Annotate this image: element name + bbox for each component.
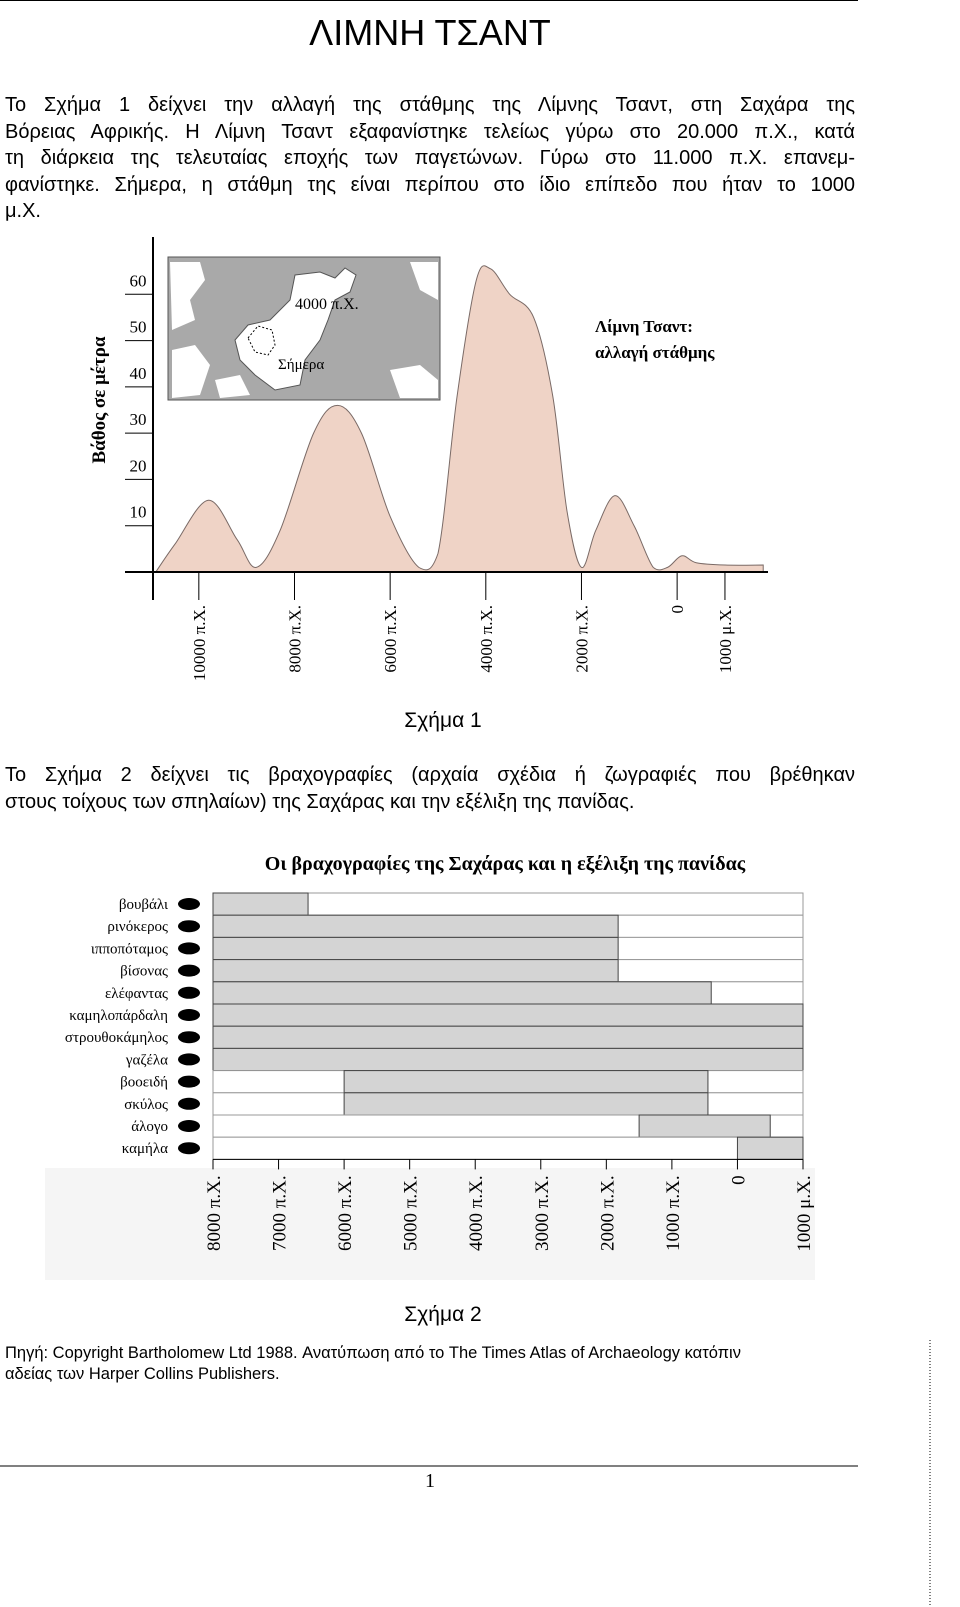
lake-outline [234, 267, 357, 391]
y-tick-label: 20 [130, 456, 147, 475]
range-bar [343, 1070, 709, 1094]
y-tick-label: 10 [130, 503, 147, 522]
paragraph: Το Σχήμα 2 δείχνει τις βραχογραφίες (αρχ… [5, 762, 855, 815]
page-number: 1 [425, 1470, 435, 1492]
range-bar [212, 936, 619, 961]
x-tick-label: 5000 π.Χ. [401, 1175, 422, 1251]
category-label: ιπποπόταμος [91, 941, 168, 957]
animal-icon [178, 1031, 200, 1044]
inset-label: Σήμερα [278, 357, 324, 373]
category-label: άλογο [131, 1119, 168, 1135]
paragraph: Το Σχήμα 1 δείχνει την αλλαγή της στάθμη… [5, 92, 855, 225]
figure-caption: Σχήμα 2 [404, 1303, 482, 1326]
range-bar [212, 981, 712, 1005]
x-tick-label: 2000 π.Χ. [572, 605, 591, 673]
figure-2: Οι βραχογραφίες της Σαχάρας και η εξέλιξ… [45, 853, 815, 1280]
x-tick-label: 8000 π.Χ. [285, 605, 304, 673]
figure-caption: Σχήμα 1 [404, 709, 482, 732]
range-bar [212, 1025, 804, 1049]
category-label: καμήλα [122, 1141, 168, 1157]
x-tick-label: 10000 π.Χ. [190, 605, 209, 681]
category-label: σκύλος [124, 1097, 168, 1113]
category-label: καμηλοπάρδαλη [69, 1008, 168, 1024]
paragraph-line: τη διάρκεια της τελευταίας εποχής των πα… [5, 147, 855, 169]
annotation: αλλαγή στάθμης [595, 343, 715, 362]
animal-icon [178, 1120, 200, 1132]
paragraph-line: Βόρειας Αφρικής. Η Λίμνη Τσαντ εξαφανίστ… [5, 120, 855, 143]
animal-icon [178, 964, 200, 977]
range-bar [212, 1047, 804, 1072]
range-bar [736, 1136, 804, 1160]
y-axis-label: Βάθος σε μέτρα [89, 336, 110, 463]
row-frame [212, 1136, 804, 1160]
x-tick-label: 1000 μ.Χ. [794, 1175, 815, 1251]
paragraph-line: μ.Χ. [5, 200, 41, 222]
paragraph-line: Το Σχήμα 1 δείχνει την αλλαγή της στάθμη… [5, 94, 855, 116]
range-bar [212, 892, 309, 916]
paragraph-line: φανίστηκε. Σήμερα, η στάθμη της είναι πε… [5, 173, 855, 196]
y-tick-label: 30 [130, 410, 147, 429]
x-tick-label: 6000 π.Χ. [381, 605, 400, 673]
chart-title: Οι βραχογραφίες της Σαχάρας και η εξέλιξ… [265, 853, 746, 875]
category-label: ρινόκερος [107, 919, 168, 935]
animal-icon [178, 920, 200, 933]
inset-map: 4000 π.Χ. Σήμερα [167, 256, 441, 401]
depth-area [154, 265, 764, 573]
x-tick-label: 4000 π.Χ. [466, 1175, 487, 1251]
x-tick-label: 1000 π.Χ. [663, 1175, 684, 1251]
paragraph-line: στους τοίχους των σπηλαίων) της Σαχάρας … [5, 790, 635, 813]
x-tick-label: 6000 π.Χ. [335, 1175, 356, 1251]
map-land [170, 262, 438, 398]
range-bar [212, 914, 619, 938]
animal-icon [178, 1142, 200, 1155]
x-tick-label: 2000 π.Χ. [597, 1175, 618, 1251]
range-bar [638, 1114, 771, 1138]
x-tick-label: 0 [728, 1175, 749, 1185]
animal-icon [178, 1053, 200, 1066]
category-label: ελέφαντας [105, 986, 168, 1002]
source-note: Πηγή: Copyright Bartholomew Ltd 1988. Αν… [5, 1343, 855, 1385]
animal-icon [178, 986, 200, 999]
range-bar [212, 959, 619, 983]
x-tick-label: 1000 μ.Χ. [716, 605, 735, 673]
category-label: γαζέλα [125, 1052, 168, 1068]
x-tick-label: 3000 π.Χ. [532, 1175, 553, 1251]
x-tick-label: 7000 π.Χ. [270, 1175, 291, 1251]
annotation: Λίμνη Τσαντ: [595, 317, 693, 336]
category-label: βίσονας [120, 964, 168, 980]
category-label: βουβάλι [119, 897, 168, 913]
inset-label: 4000 π.Χ. [295, 296, 359, 313]
animal-icon [178, 1075, 200, 1088]
animal-icon [178, 898, 200, 910]
range-bar [343, 1092, 709, 1116]
category-label: στρουθοκάμηλος [65, 1030, 168, 1046]
figure-1: 10 20 30 40 50 60 10000 π.Χ. 8000 π.Χ. 6000 π.Χ.… [89, 237, 768, 681]
lake-today [247, 325, 276, 356]
range-bar [212, 1003, 804, 1027]
animal-icon [178, 942, 200, 955]
x-tick-label: 8000 π.Χ. [204, 1175, 225, 1251]
label-band [45, 1168, 815, 1280]
source-line: αδείας των Harper Collins Publishers. [5, 1365, 280, 1383]
x-tick-label: 0 [668, 605, 687, 614]
page-title: ΛΙΜΝΗ ΤΣΑΝΤ [309, 12, 551, 53]
animal-icon [178, 1009, 200, 1021]
y-tick-label: 50 [130, 318, 147, 337]
y-tick-label: 60 [130, 271, 147, 290]
animal-icon [178, 1097, 200, 1110]
paragraph-line: Το Σχήμα 2 δείχνει τις βραχογραφίες (αρχ… [5, 764, 855, 786]
category-label: βοοειδή [120, 1075, 168, 1091]
x-tick-label: 4000 π.Χ. [477, 605, 496, 673]
y-tick-label: 40 [130, 364, 147, 383]
source-line: Πηγή: Copyright Bartholomew Ltd 1988. Αν… [5, 1344, 741, 1362]
